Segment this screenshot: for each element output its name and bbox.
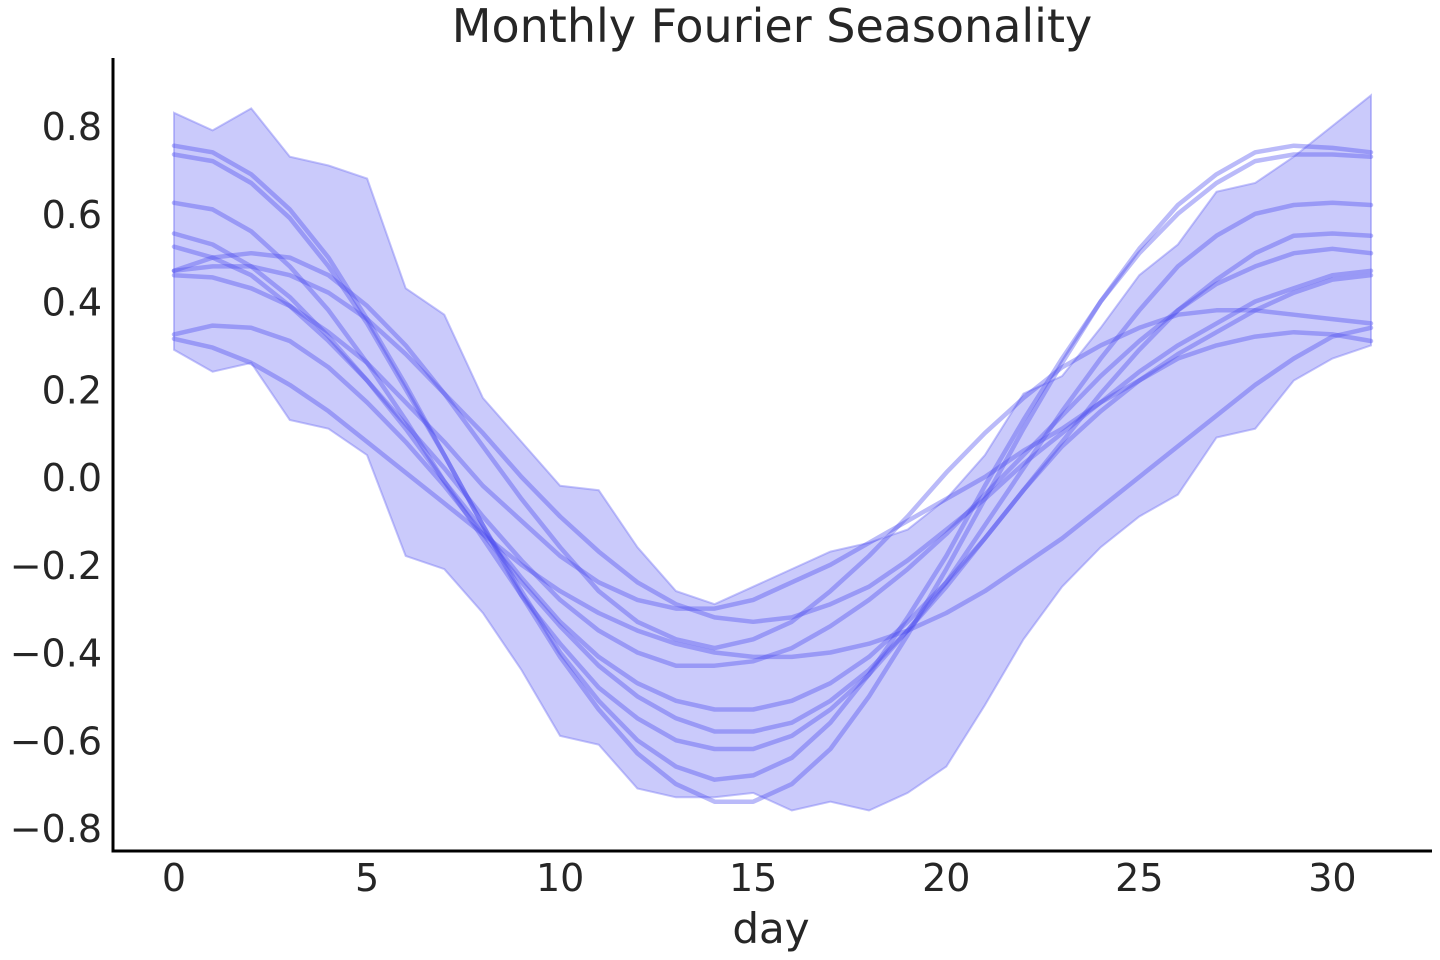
y-tick-label: −0.8 bbox=[10, 807, 102, 851]
series-line-5 bbox=[171, 244, 1374, 668]
uncertainty-band bbox=[173, 93, 1372, 812]
chart-title: Monthly Fourier Seasonality bbox=[452, 0, 1092, 53]
series-line-10 bbox=[171, 325, 1374, 660]
y-tick-label: −0.4 bbox=[10, 632, 102, 676]
series-line-1 bbox=[171, 143, 1374, 804]
y-tick-label: 0.4 bbox=[42, 281, 102, 325]
series-line-9 bbox=[171, 323, 1374, 734]
x-tick-label: 30 bbox=[1308, 856, 1356, 900]
x-axis-label: day bbox=[732, 904, 809, 953]
axes bbox=[111, 58, 1432, 853]
y-tick-label: 0.8 bbox=[42, 105, 102, 149]
series-line-3 bbox=[171, 200, 1374, 752]
x-tick-label: 20 bbox=[922, 856, 970, 900]
y-tick-label: 0.0 bbox=[42, 456, 102, 500]
y-tick-label: 0.2 bbox=[42, 368, 102, 412]
series-line-8 bbox=[171, 272, 1374, 611]
y-tick-label: −0.6 bbox=[10, 719, 102, 763]
series-line-6 bbox=[171, 264, 1374, 625]
y-tick-label: 0.6 bbox=[42, 193, 102, 237]
x-tick-label: 25 bbox=[1115, 856, 1163, 900]
series-line-7 bbox=[171, 250, 1374, 651]
series-line-2 bbox=[171, 152, 1374, 782]
x-tick-label: 5 bbox=[355, 856, 379, 900]
y-tick-label: −0.2 bbox=[10, 544, 102, 588]
y-ticks: 0.8 0.6 0.4 0.2 0.0 −0.2 −0.4 −0.6 −0.8 bbox=[10, 105, 102, 851]
x-tick-label: 15 bbox=[729, 856, 777, 900]
x-tick-label: 10 bbox=[536, 856, 584, 900]
series-line-4 bbox=[171, 231, 1374, 712]
x-ticks: 0 5 10 15 20 25 30 bbox=[162, 856, 1357, 900]
plot-area bbox=[171, 93, 1374, 812]
x-tick-label: 0 bbox=[162, 856, 186, 900]
